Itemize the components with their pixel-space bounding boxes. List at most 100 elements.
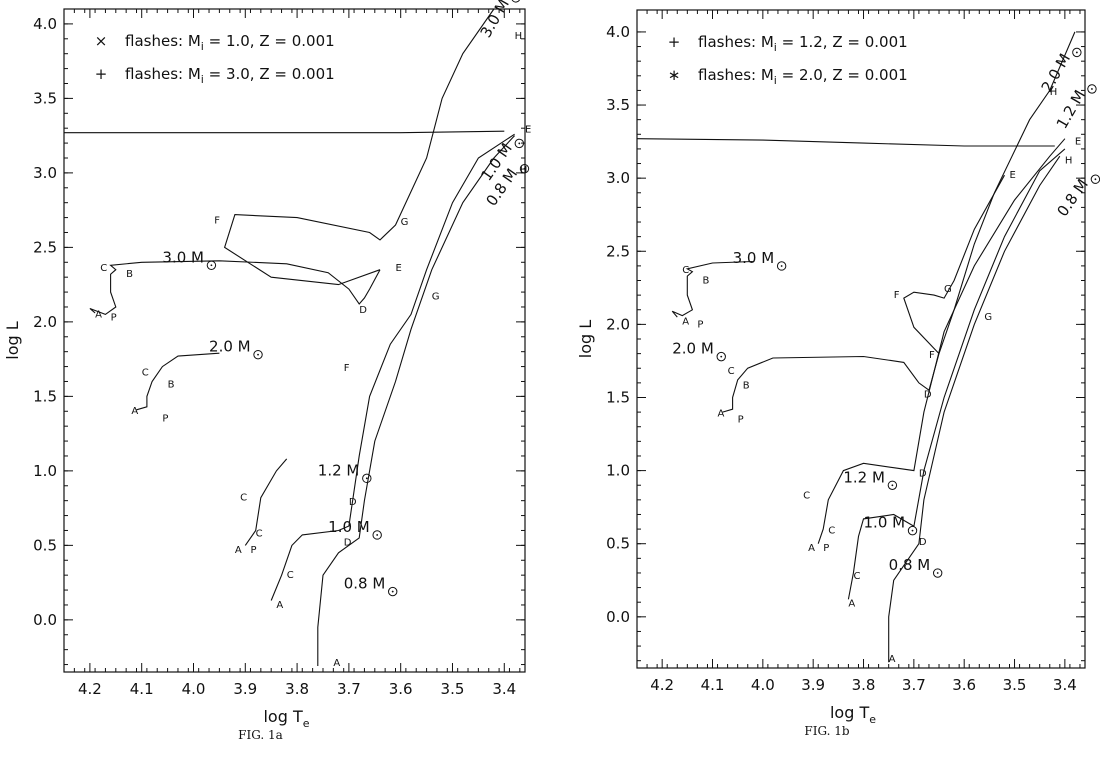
panel-fig-1a: 4.2 4.1 4.0 3.9 3.8 3.7 3.6 3.5 3.4 0.0 0.5 1.0 1.5 2… <box>3 0 531 742</box>
track-point-label: D <box>359 305 367 316</box>
mass-label-sun-ring <box>362 473 372 484</box>
mass-label-sun-dot <box>391 590 394 593</box>
mass-label-sun-ring <box>519 164 530 174</box>
track-point-label: D <box>919 468 927 479</box>
mass-label-sun-ring <box>907 525 918 536</box>
x-tick-label: 3.4 <box>492 680 516 698</box>
track-point-label: D <box>924 389 932 400</box>
evolution-track-5 <box>817 138 1066 544</box>
evolution-track-1 <box>671 260 753 318</box>
track-point-label: H <box>515 31 523 42</box>
track-point-label: A <box>333 658 340 669</box>
track-point-label: C <box>142 368 149 379</box>
mass-label-group: 2.0 M <box>672 340 726 362</box>
track-point-label: D <box>344 537 352 548</box>
mass-label-sun-dot <box>1091 88 1093 90</box>
x-tick-label: 4.2 <box>78 680 102 698</box>
legend-text: flashes: M <box>125 32 201 50</box>
x-axis-label-main: log T <box>830 703 869 722</box>
y-tick-label: 2.0 <box>606 315 630 333</box>
evolution-track-6 <box>847 148 1066 600</box>
mass-label-group: 1.0 M <box>328 518 382 540</box>
mass-label: 1.2 M <box>843 468 885 486</box>
track-point-label: E <box>1009 170 1015 181</box>
mass-label-sun-dot <box>891 484 894 487</box>
track-point-label: G <box>401 217 409 228</box>
x-tick-label: 3.9 <box>233 680 257 698</box>
legend-rest: = 1.0, Z = 0.001 <box>204 32 335 50</box>
mass-label: 1.0 M <box>328 518 370 536</box>
evolution-track-7 <box>64 130 505 134</box>
mass-label: 0.8 M <box>889 556 931 574</box>
legend-sub: i <box>774 74 777 87</box>
legend-marker: × <box>95 32 108 50</box>
track-point-label: C <box>682 265 689 276</box>
y-tick-label: 3.0 <box>606 169 630 187</box>
x-tick-label: 4.0 <box>182 680 206 698</box>
y-tick-label: 3.5 <box>33 89 57 107</box>
y-tick-label: 1.0 <box>606 462 630 480</box>
y-tick-label: 2.5 <box>33 238 57 256</box>
x-tick-label: 3.6 <box>389 680 413 698</box>
mass-label-sun-dot <box>1075 51 1078 54</box>
mass-label-group: 1.2 M <box>1053 84 1097 132</box>
legend-rest: = 3.0, Z = 0.001 <box>204 65 335 83</box>
y-tick-label: 1.5 <box>606 388 630 406</box>
track-point-label: H <box>520 165 528 176</box>
track-point-label: C <box>287 570 294 581</box>
legend-rest: = 1.2, Z = 0.001 <box>777 33 908 51</box>
track-point-label: A <box>235 545 242 556</box>
track-point-label: B <box>168 379 175 390</box>
legend-text: flashes: M <box>698 66 774 84</box>
x-tick-label: 3.9 <box>801 676 825 694</box>
mass-label-group: 3.0 M <box>162 248 217 270</box>
track-point-label: F <box>344 363 350 374</box>
mass-label-sun-dot <box>210 264 213 267</box>
legend-marker: ∗ <box>668 66 681 84</box>
evolution-track-8 <box>636 138 1055 147</box>
track-point-label: A <box>808 543 815 554</box>
evolution-track-3 <box>136 352 220 411</box>
track-point-label: E <box>525 125 531 136</box>
mass-label: 0.8 M <box>1053 176 1092 220</box>
track-point-label: G <box>432 292 440 303</box>
mass-label-group: 0.8 M <box>1053 174 1100 220</box>
mass-label-group: 1.2 M <box>843 468 898 490</box>
track-point-label: P <box>697 319 703 330</box>
mass-label-group: 1.2 M <box>318 461 372 484</box>
y-axis-label: log L <box>576 320 595 358</box>
legend-marker: + <box>668 33 681 51</box>
x-tick-label: 3.8 <box>285 680 309 698</box>
legend-sub: i <box>201 73 204 86</box>
x-axis-label: log Te <box>263 707 309 730</box>
mass-label-sun-ring <box>372 530 382 540</box>
track-point-label: C <box>828 525 835 536</box>
mass-label-sun-dot <box>720 355 723 358</box>
track-point-label: H <box>1065 156 1073 167</box>
x-axis-label: log Te <box>830 703 876 726</box>
mass-label-sun-dot <box>376 534 379 536</box>
evolution-track-2 <box>722 355 930 413</box>
x-axis-label-main: log T <box>263 707 302 726</box>
track-point-label: P <box>823 543 829 554</box>
y-tick-label: 3.5 <box>606 96 630 114</box>
y-tick-label: 1.5 <box>33 387 57 405</box>
x-tick-label: 4.1 <box>130 680 154 698</box>
mass-label: 3.0 M <box>162 248 204 266</box>
track-point-label: C <box>100 263 107 274</box>
legend-sub: i <box>774 41 777 54</box>
x-axis-label-sub: e <box>869 713 876 726</box>
mass-label-sun-ring <box>511 0 521 3</box>
mass-label-sun-ring <box>1087 84 1097 94</box>
track-point-label: F <box>929 350 935 361</box>
plot-frame <box>63 8 526 673</box>
mass-label-sun-dot <box>936 572 939 574</box>
track-point-label: B <box>743 381 750 392</box>
mass-label-sun-ring <box>514 138 525 149</box>
figure-caption: FIG. 1b <box>804 724 849 738</box>
mass-label-group: 1.0 M <box>864 514 918 536</box>
mass-label-sun-dot <box>780 265 783 267</box>
track-point-label: C <box>803 490 810 501</box>
